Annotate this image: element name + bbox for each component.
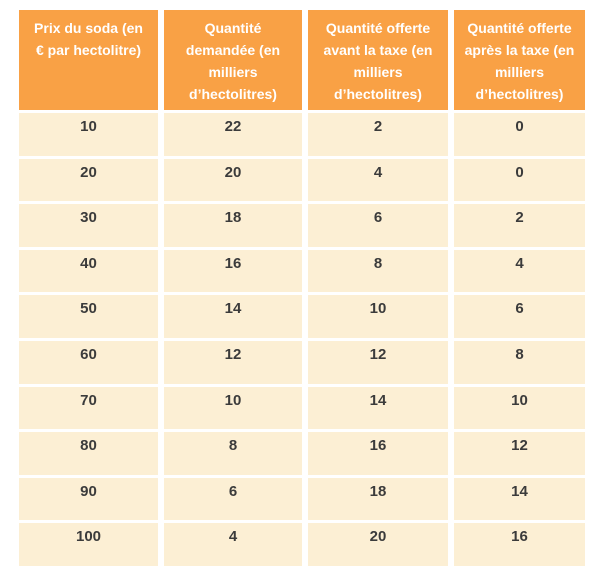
- table-cell: 8: [164, 432, 302, 475]
- table-cell: 10: [164, 386, 302, 430]
- table-cell: 20: [164, 158, 302, 202]
- column-header-3: Quantité offerte après la taxe (en milli…: [454, 10, 585, 110]
- table-cell: 6: [164, 477, 302, 521]
- table-cell: 14: [164, 295, 302, 338]
- table-cell: 16: [164, 249, 302, 293]
- table-cell: 14: [454, 477, 585, 521]
- table-cell: 2: [308, 113, 448, 156]
- table-cell: 12: [308, 340, 448, 384]
- table-cell: 8: [454, 340, 585, 384]
- table-cell: 20: [308, 523, 448, 566]
- table-cell: 20: [19, 158, 158, 202]
- table-cell: 16: [308, 432, 448, 475]
- table-cell: 10: [308, 295, 448, 338]
- table-cell: 10: [454, 386, 585, 430]
- table-cell: 12: [164, 340, 302, 384]
- table-cell: 14: [308, 386, 448, 430]
- column-header-2: Quantité offerte avant la taxe (en milli…: [308, 10, 448, 110]
- column-header-1: Quantité demandée (en milliers d’hectoli…: [164, 10, 302, 110]
- table-cell: 90: [19, 477, 158, 521]
- table-cell: 18: [308, 477, 448, 521]
- data-table: Prix du soda (en € par hectolitre) Quanti…: [19, 10, 585, 566]
- column-header-0: Prix du soda (en € par hectolitre): [19, 10, 158, 110]
- table-cell: 4: [164, 523, 302, 566]
- table-cell: 0: [454, 113, 585, 156]
- table-cell: 70: [19, 386, 158, 430]
- table-cell: 50: [19, 295, 158, 338]
- table-cell: 18: [164, 204, 302, 247]
- table-cell: 0: [454, 158, 585, 202]
- table-cell: 12: [454, 432, 585, 475]
- table-cell: 8: [308, 249, 448, 293]
- table-cell: 4: [308, 158, 448, 202]
- table-cell: 10: [19, 113, 158, 156]
- table-cell: 2: [454, 204, 585, 247]
- table-cell: 6: [454, 295, 585, 338]
- table-cell: 100: [19, 523, 158, 566]
- table-cell: 80: [19, 432, 158, 475]
- table-cell: 30: [19, 204, 158, 247]
- table-cell: 22: [164, 113, 302, 156]
- table-cell: 16: [454, 523, 585, 566]
- table-cell: 40: [19, 249, 158, 293]
- table-cell: 6: [308, 204, 448, 247]
- table-cell: 4: [454, 249, 585, 293]
- table-cell: 60: [19, 340, 158, 384]
